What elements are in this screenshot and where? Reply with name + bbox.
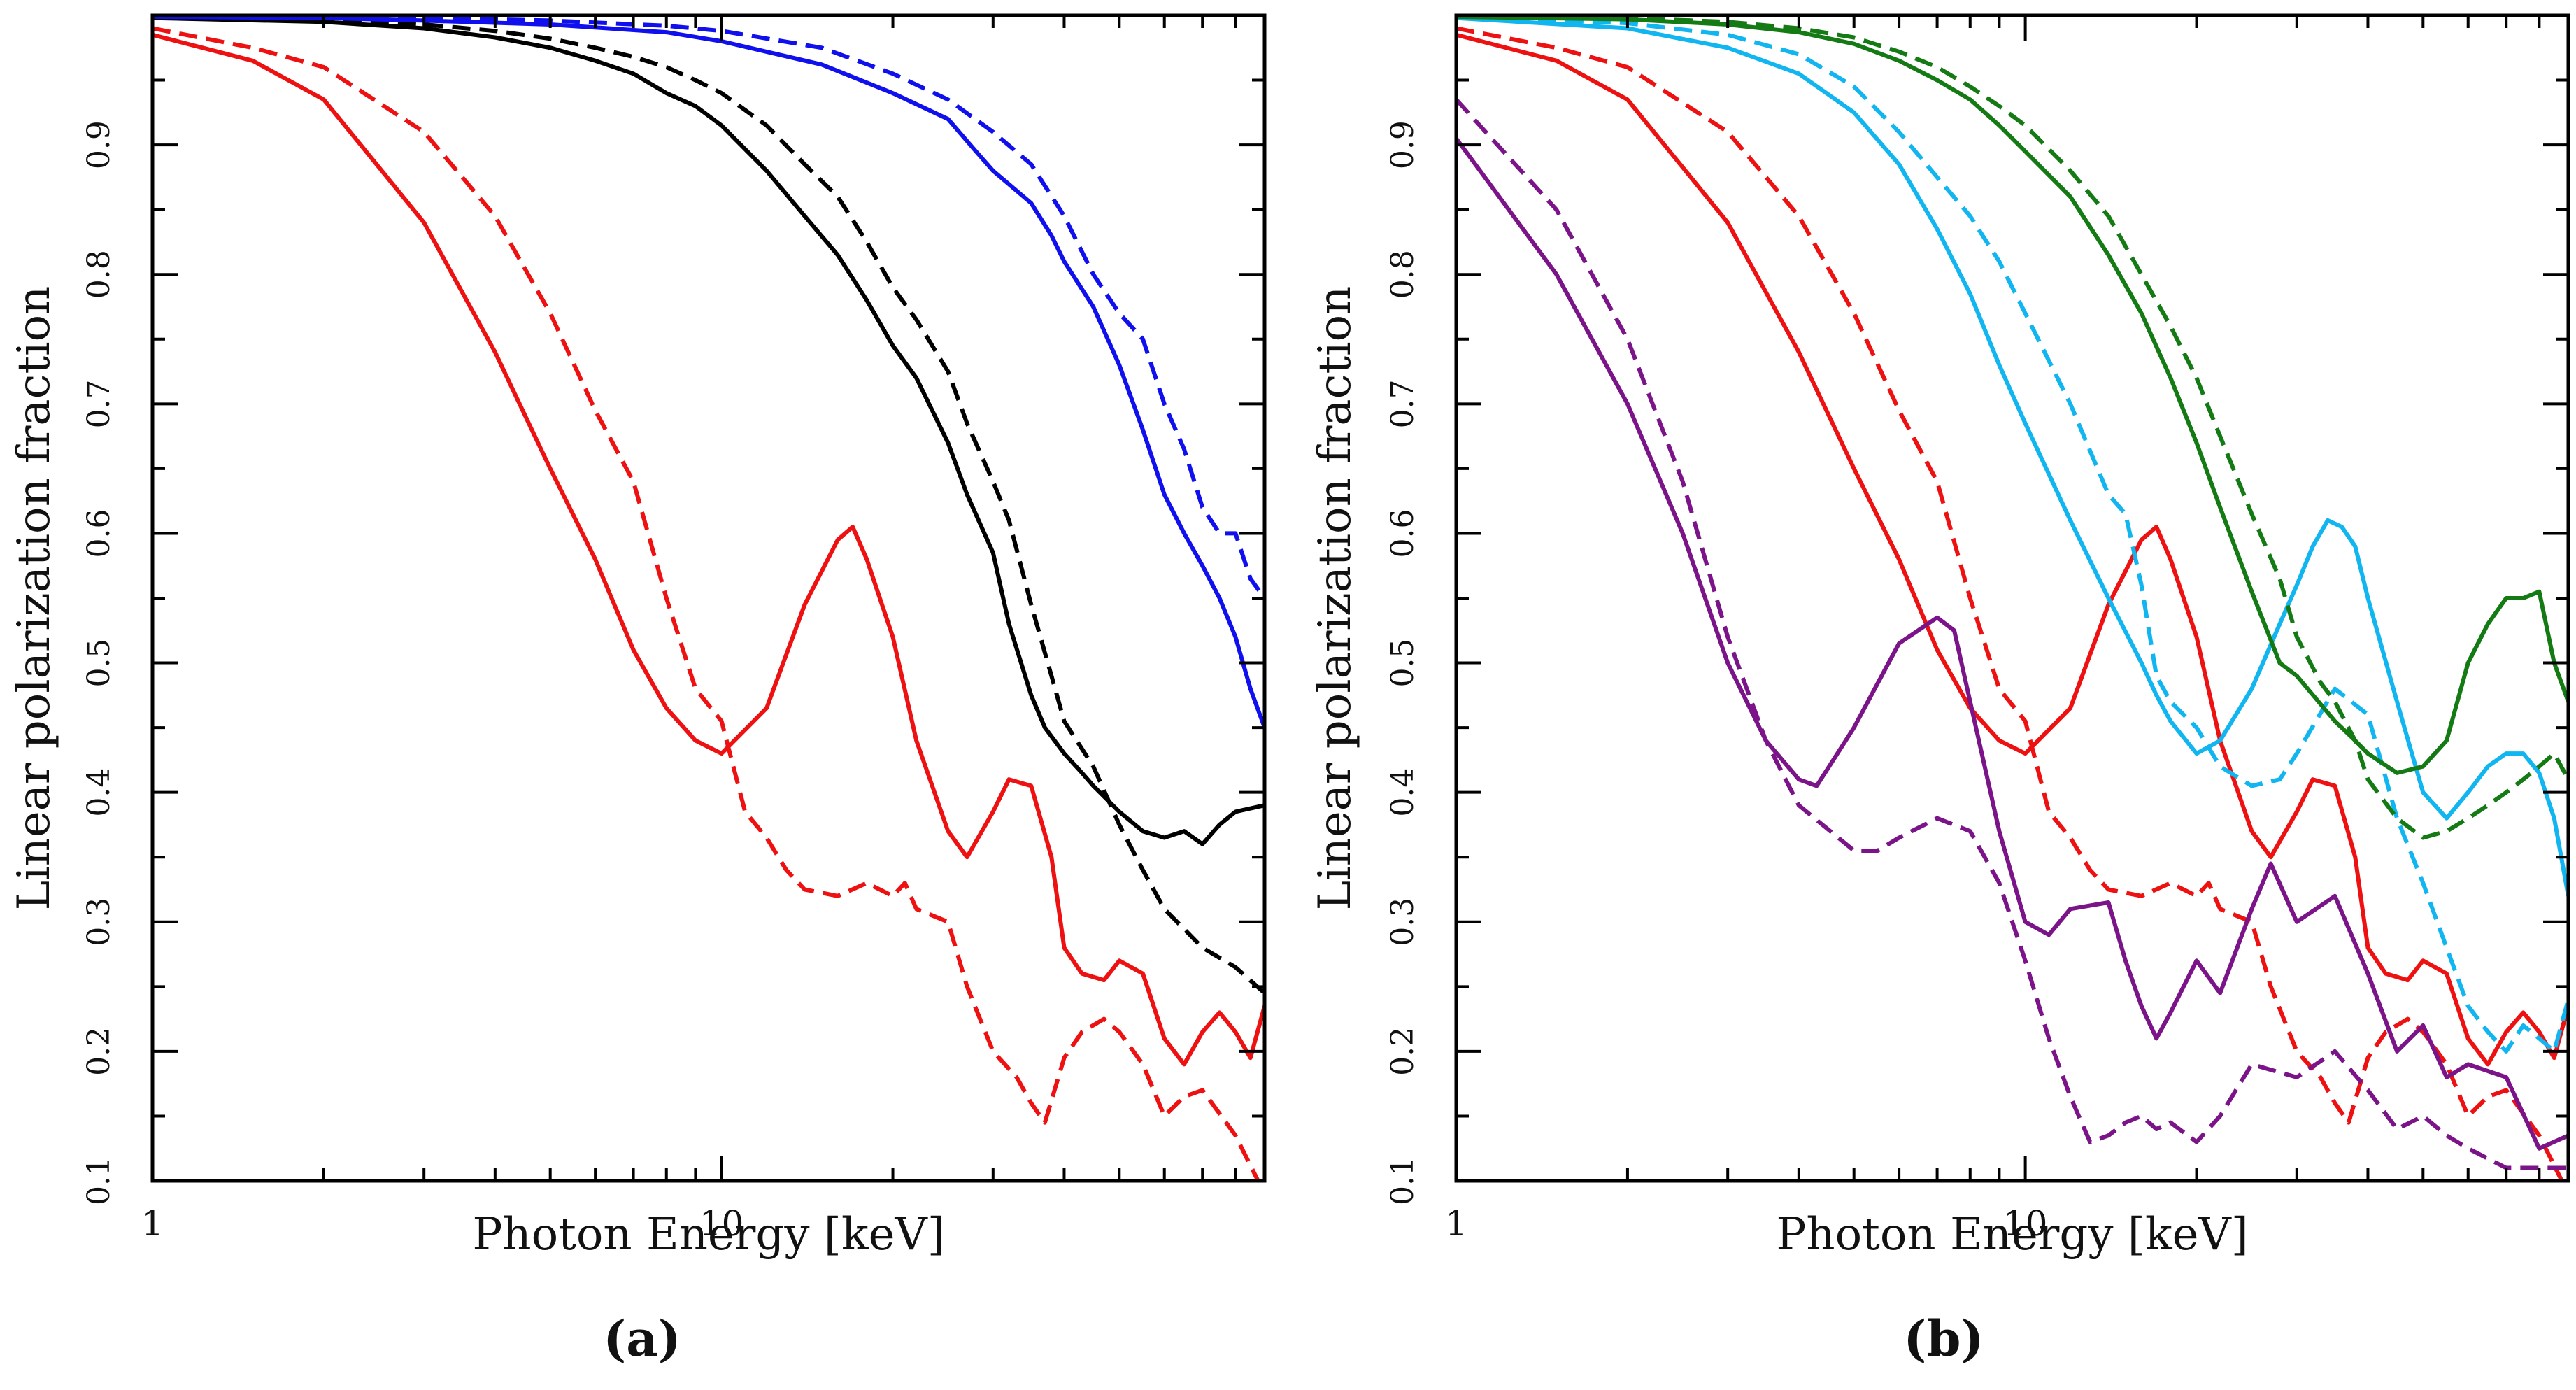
series-blue-solid <box>152 15 1265 729</box>
y-tick-label: 0.7 <box>1385 379 1421 428</box>
series-black-solid <box>152 15 1265 846</box>
series-red-dashed <box>1456 26 2565 1181</box>
y-tick-label: 0.6 <box>1385 509 1421 558</box>
y-tick-label: 0.4 <box>81 768 117 817</box>
series-blue-dashed <box>152 15 1265 600</box>
series-green-dashed <box>1456 15 2568 840</box>
y-tick-label: 0.6 <box>81 509 117 558</box>
y-tick-label: 0.3 <box>81 898 117 946</box>
y-tick-label: 0.1 <box>81 1156 117 1205</box>
series-group <box>152 15 1265 1181</box>
x-tick-label: 10 <box>2003 1203 2048 1244</box>
y-tick-label: 0.2 <box>1385 1027 1421 1076</box>
series-purple-solid <box>1456 137 2568 1151</box>
y-tick-label: 0.4 <box>1385 768 1421 817</box>
y-tick-label: 0.5 <box>81 639 117 688</box>
series-red-solid <box>152 32 1265 1067</box>
y-tick-label: 0.8 <box>1385 250 1421 299</box>
x-axis-title: Photon Energy [keV] <box>472 1209 944 1261</box>
y-tick-label: 0.9 <box>81 120 117 169</box>
panel-a: 1 10 0.1 0.2 0.3 0.4 0.5 0.6 0.7 0.8 0.9 Photon Ene… <box>8 13 1267 1368</box>
x-axis-title: Photon Energy [keV] <box>1776 1209 2248 1261</box>
y-tick-label: 0.2 <box>81 1027 117 1076</box>
series-red-dashed <box>152 26 1261 1181</box>
y-tick-label: 0.1 <box>1385 1156 1421 1205</box>
y-tick-label: 0.7 <box>81 379 117 428</box>
y-tick-label: 0.8 <box>81 250 117 299</box>
series-cyan-dashed <box>1456 15 2568 1054</box>
x-tick-label: 10 <box>699 1203 744 1244</box>
y-axis-title: Linear polarization fraction <box>8 286 60 911</box>
series-group <box>1456 15 2568 1181</box>
panel-label: (a) <box>603 1310 681 1368</box>
series-red-solid <box>1456 32 2568 1067</box>
plot-frame <box>150 13 1267 1183</box>
y-axis-title: Linear polarization fraction <box>1309 286 1361 911</box>
panel-b: 1 10 0.1 0.2 0.3 0.4 0.5 0.6 0.7 0.8 0.9 Photon Ene… <box>1309 13 2570 1368</box>
y-tick-label: 0.5 <box>1385 639 1421 688</box>
series-cyan-solid <box>1456 15 2568 897</box>
y-tick-label: 0.9 <box>1385 120 1421 169</box>
y-tick-label: 0.3 <box>1385 898 1421 946</box>
plot-frame <box>1454 13 2570 1183</box>
series-green-solid <box>1456 15 2568 775</box>
x-tick-label: 1 <box>1445 1203 1467 1244</box>
series-black-dashed <box>152 15 1265 995</box>
panel-label: (b) <box>1903 1310 1984 1368</box>
x-tick-label: 1 <box>141 1203 164 1244</box>
series-purple-dashed <box>1456 98 2568 1170</box>
